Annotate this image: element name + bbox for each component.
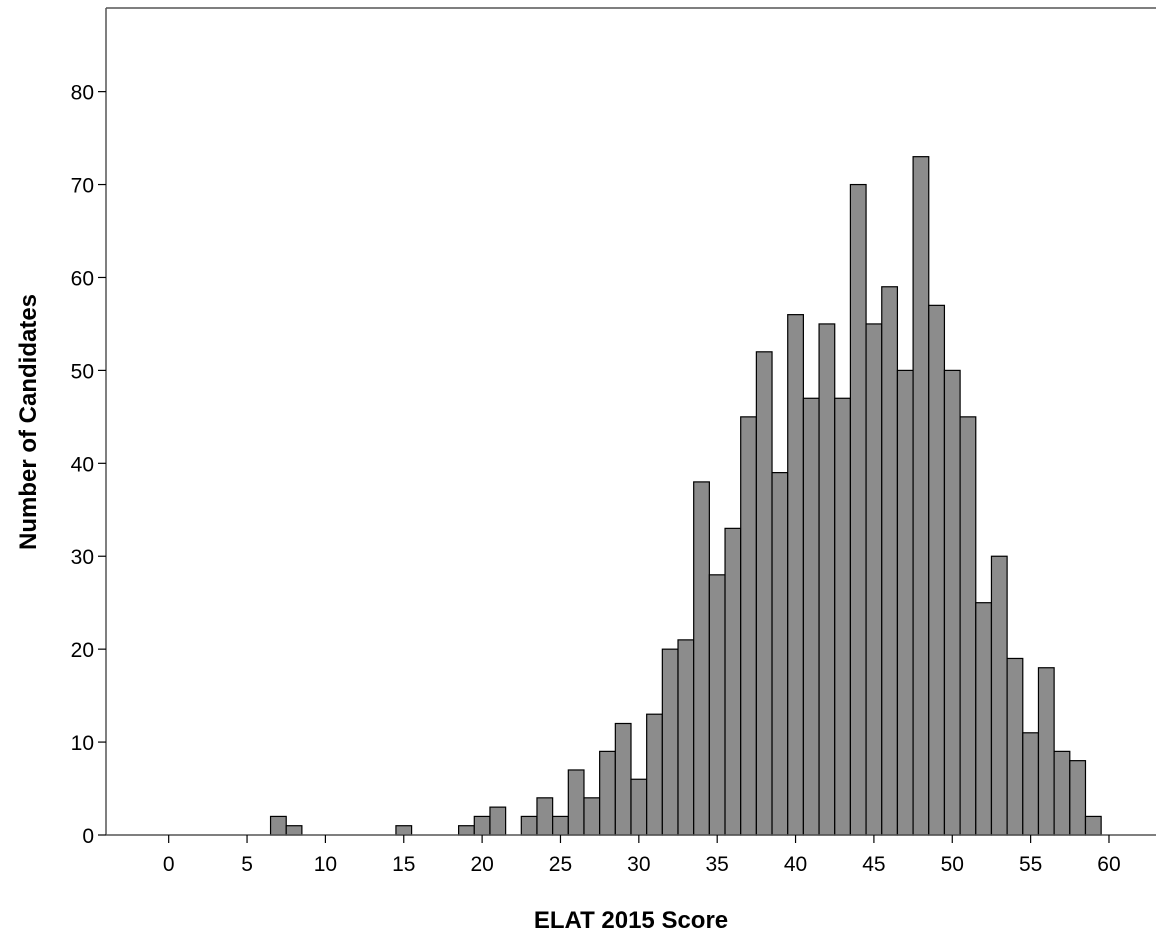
histogram-bar [599,750,616,836]
histogram-bar [928,304,946,836]
y-tick-label: 70 [71,175,94,198]
bars-group [269,156,1102,836]
histogram-bar [614,722,632,836]
histogram-bar [458,825,475,836]
axes-group: 0 10 20 30 40 50 60 70 80 0 5 10 15 20 25 30 35 40 45 50 55 6… [71,7,1156,876]
y-tick-label: 80 [71,82,94,105]
histogram-bar [771,472,789,836]
histogram-bar [473,815,491,836]
y-tick-label: 0 [82,825,94,848]
histogram-bar [943,369,961,836]
histogram-bar [630,778,648,836]
histogram-bar [881,286,899,836]
histogram-bar [269,815,287,836]
histogram-bar [552,815,569,836]
histogram-bar [285,825,303,836]
histogram-bar [802,397,820,836]
y-tick-label: 30 [71,546,94,569]
x-tick-label: 25 [549,853,572,876]
histogram-bar [583,797,601,836]
histogram-bar [489,806,507,836]
x-tick-label: 35 [706,853,729,876]
histogram-bar [818,323,836,836]
y-tick-label: 60 [71,267,94,290]
y-tick-label: 50 [71,360,94,383]
y-tick-label: 40 [71,453,94,476]
histogram-bar [959,416,977,836]
histogram-bar [912,156,930,836]
histogram-bar [661,648,679,836]
histogram-bar [740,416,757,836]
histogram-bar [834,397,851,836]
histogram-bar [990,555,1008,836]
histogram-bar [755,351,773,836]
x-tick-label: 20 [470,853,493,876]
histogram-bar [896,369,914,836]
x-tick-label: 55 [1019,853,1042,876]
histogram-bar [708,574,726,836]
histogram-bar [1053,750,1071,836]
histogram-bar [395,825,413,836]
histogram-bar [849,183,867,836]
histogram-bar [1037,667,1055,836]
histogram-bar [1069,760,1087,836]
histogram-bar [787,314,804,836]
histogram-bar [975,602,993,836]
x-tick-label: 10 [314,853,337,876]
x-tick-label: 5 [241,853,253,876]
histogram-bar [677,639,695,836]
x-axis-title: ELAT 2015 Score [534,907,728,934]
histogram-bar [724,527,742,836]
histogram-bar [865,323,883,836]
histogram-bar [1084,815,1102,836]
x-tick-label: 30 [627,853,650,876]
histogram-bar [1006,657,1024,836]
histogram-bar [520,815,538,836]
histogram-bar [567,769,585,836]
x-tick-label: 45 [862,853,885,876]
histogram-bar [536,797,554,836]
x-tick-label: 40 [784,853,807,876]
x-tick-label: 50 [941,853,964,876]
x-tick-label: 60 [1097,853,1120,876]
histogram-bar [693,481,710,836]
histogram-bar [1022,732,1040,836]
y-tick-label: 10 [71,732,94,755]
y-axis-title: Number of Candidates [15,294,42,550]
x-tick-label: 15 [392,853,415,876]
y-tick-label: 20 [71,639,94,662]
histogram-bar [646,713,663,836]
x-tick-label: 0 [163,853,175,876]
